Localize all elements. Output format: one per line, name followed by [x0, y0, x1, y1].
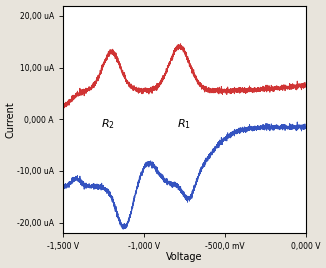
X-axis label: Voltage: Voltage — [166, 252, 202, 262]
Y-axis label: Current: Current — [6, 101, 16, 138]
Text: $R_2$: $R_2$ — [101, 117, 115, 131]
Text: $R_1$: $R_1$ — [177, 117, 191, 131]
